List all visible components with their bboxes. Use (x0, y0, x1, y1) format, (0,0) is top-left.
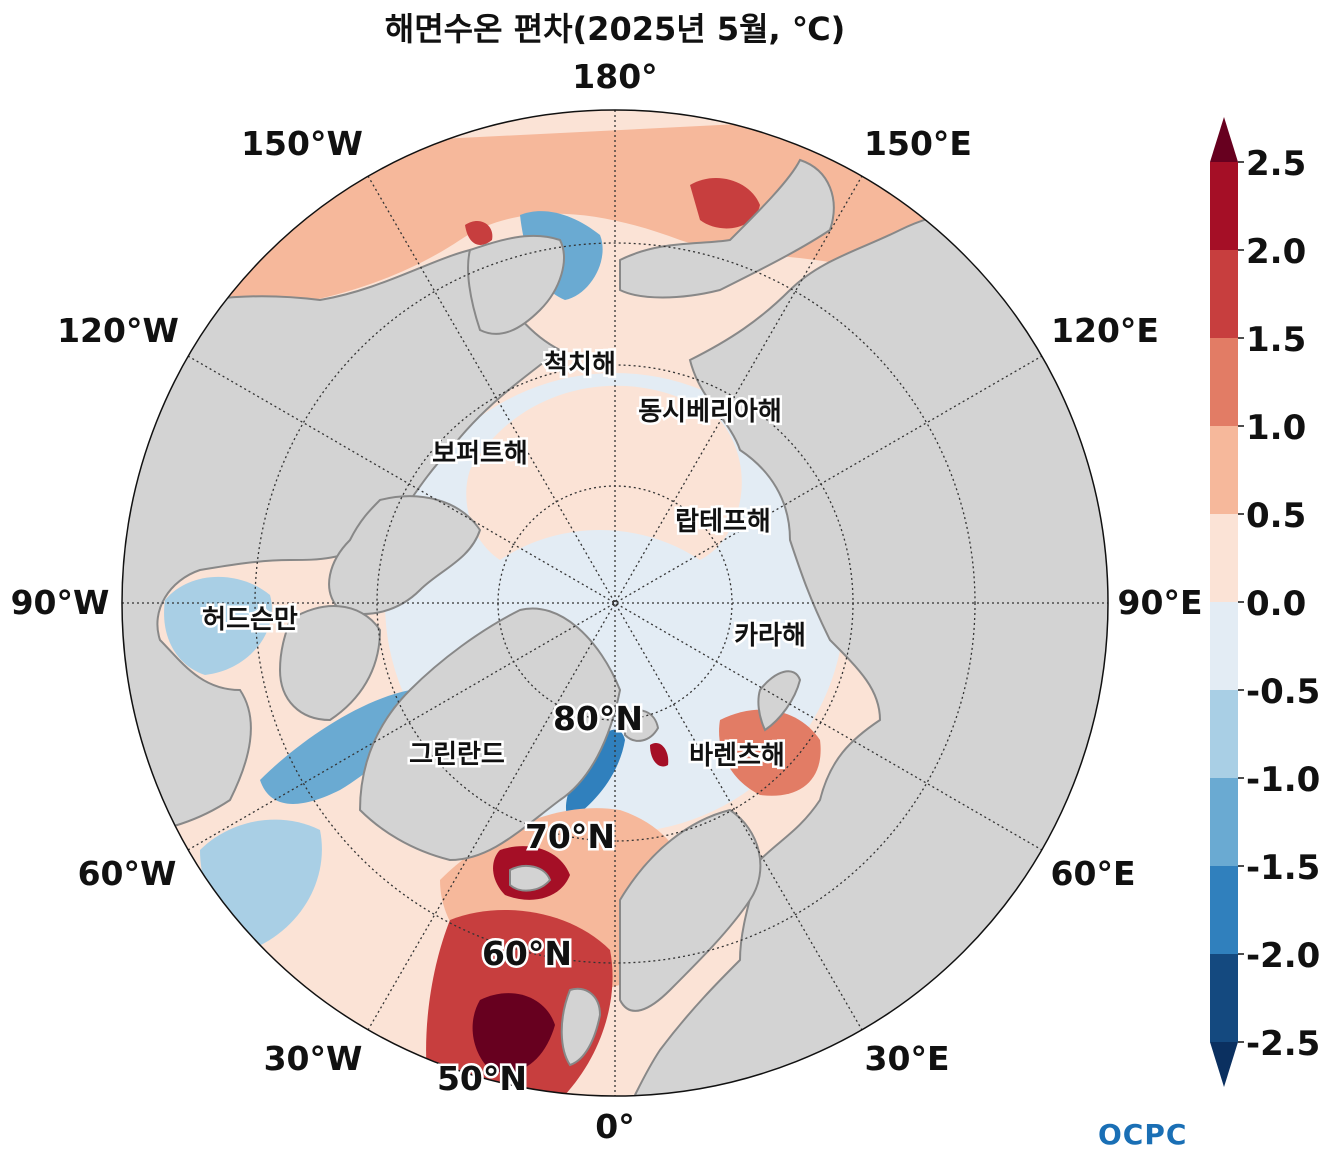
colorbar-tick-label: -1.0 (1246, 760, 1320, 800)
colorbar-tick-label: -2.0 (1246, 936, 1320, 976)
colorbar-tick-label: 2.0 (1246, 232, 1306, 272)
label-lat-60n: 60°N (482, 934, 572, 973)
colorbar-band (1210, 602, 1238, 691)
land-iceland (509, 864, 552, 892)
cold-anomaly-labrador-sea (260, 690, 412, 804)
parallel-60n (254, 242, 976, 964)
warm-anomaly-barents-sea (719, 709, 821, 796)
label-hudson-bay: 허드슨만 (202, 605, 298, 635)
land-chukotka (619, 158, 835, 299)
strong-warm-anomaly-uk-west (472, 993, 555, 1073)
label-lon-30w: 30°W (264, 1039, 363, 1078)
land-scandinavia (619, 808, 762, 1012)
label-lon-90w: 90°W (11, 583, 110, 622)
label-east-siberian-sea: 동시베리아해 (638, 397, 782, 427)
colorbar-tick-label: 1.0 (1246, 408, 1306, 448)
label-greenland: 그린란드 (409, 740, 505, 770)
colorbar-tick-label: 1.5 (1246, 320, 1306, 360)
label-lon-60e: 60°E (1051, 854, 1136, 893)
land-masses (122, 158, 1108, 1096)
land-baffin-island (278, 605, 382, 722)
label-kara-sea: 카라해 (734, 621, 806, 651)
colorbar-band (1210, 690, 1238, 779)
colorbar-band (1210, 866, 1238, 955)
label-lon-0: 0° (595, 1107, 634, 1146)
colorbar-tick-label: -2.5 (1246, 1024, 1320, 1064)
land-alaska (467, 234, 565, 335)
label-lat-80n: 80°N (553, 699, 643, 738)
colorbar-band (1210, 954, 1238, 1043)
colorbar-band (1210, 162, 1238, 251)
warm-anomaly-okhotsk (690, 177, 760, 229)
label-lat-70n: 70°N (525, 817, 615, 856)
colorbar-band (1210, 778, 1238, 867)
label-lon-180: 180° (572, 57, 657, 96)
colorbar: 2.5 2.0 1.5 1.0 0.5 0.0 -0.5 -1.0 -1.5 -2.0 -2.5 (1210, 117, 1320, 1087)
colorbar-tick-label: 0.5 (1246, 496, 1306, 536)
ocpc-logo: OCPC (1098, 1118, 1188, 1151)
land-novaya-zemlya (757, 670, 802, 732)
colorbar-extend-max (1210, 117, 1238, 162)
colorbar-tick-label: -0.5 (1246, 672, 1320, 712)
longitude-labels: 180° 150°W 150°E 120°W 120°E 90°W 90°E 6… (11, 57, 1203, 1146)
land-uk (560, 987, 602, 1067)
label-chukchi-sea: 척치해 (544, 350, 616, 380)
colorbar-band (1210, 338, 1238, 427)
map-boundary (121, 109, 1109, 1097)
map-title: 해면수온 편차(2025년 5월, ℃) (384, 10, 846, 48)
label-lon-150w: 150°W (241, 124, 363, 163)
label-beaufort-sea: 보퍼트해 (432, 439, 528, 469)
label-lon-60w: 60°W (78, 854, 177, 893)
neutral-anomaly-arctic-basin (466, 385, 742, 560)
latitude-labels: 80°N 70°N 60°N 50°N (434, 697, 645, 1101)
label-lon-150e: 150°E (864, 124, 972, 163)
colorbar-tick-label: 2.5 (1246, 144, 1306, 184)
land-eurasia (617, 205, 1108, 1096)
colorbar-band (1210, 250, 1238, 339)
cold-anomaly-fram-strait (565, 729, 625, 820)
label-lon-120e: 120°E (1051, 311, 1159, 350)
colorbar-tick-label: 0.0 (1246, 584, 1306, 624)
cool-anomaly-hudson-bay (164, 576, 272, 675)
label-lon-90e: 90°E (1118, 583, 1203, 622)
graticule (122, 110, 1108, 1096)
label-lon-120w: 120°W (57, 311, 179, 350)
label-lon-30e: 30°E (865, 1039, 950, 1078)
land-canadian-archipelago (328, 495, 482, 615)
colorbar-extend-min (1210, 1042, 1238, 1087)
colorbar-tick-label: -1.5 (1246, 848, 1320, 888)
warm-anomaly-alaska (465, 220, 493, 245)
label-lat-50n: 50°N (437, 1059, 527, 1098)
warm-anomaly-svalbard (650, 742, 669, 767)
label-barents-sea: 바렌츠해 (689, 741, 785, 771)
land-greenland (358, 607, 622, 862)
colorbar-band (1210, 514, 1238, 603)
region-labels: 척치해 동시베리아해 보퍼트해 랍테프해 허드슨만 카라해 그린란드 바렌츠해 (200, 348, 809, 774)
label-laptev-sea: 랍테프해 (675, 507, 771, 537)
colorbar-band (1210, 426, 1238, 515)
